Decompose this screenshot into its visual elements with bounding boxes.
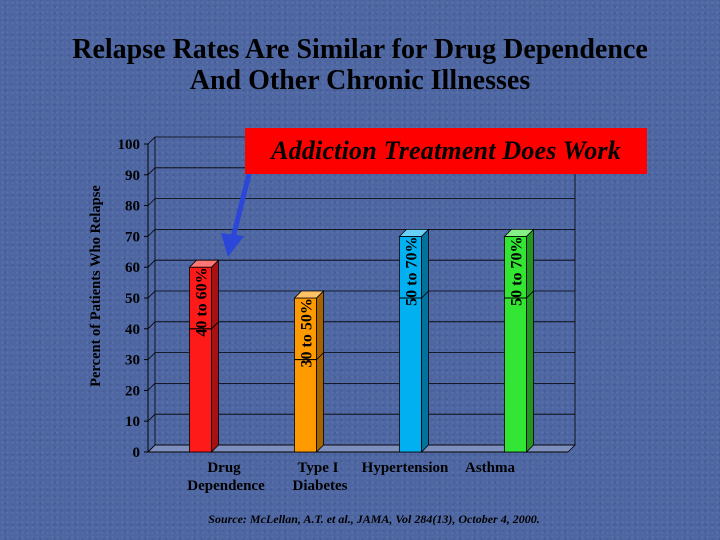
bar-range-side: [421, 228, 429, 299]
x-category-label: Drug: [207, 460, 241, 476]
gridline: [147, 290, 575, 299]
y-tick-label: 30: [125, 353, 140, 369]
slide-title: Relapse Rates Are Similar for Drug Depen…: [0, 34, 720, 96]
slide-title-line2: And Other Chronic Illnesses: [189, 65, 531, 96]
bar-range-label: 40 to 60%: [194, 267, 211, 336]
bar-range-side: [526, 228, 534, 299]
gridline: [147, 413, 575, 422]
y-tick-label: 90: [125, 168, 140, 184]
y-axis-label: Percent of Patients Who Relapse: [88, 185, 104, 387]
callout-text: Addiction Treatment Does Work: [271, 136, 621, 165]
gridline: [147, 352, 575, 360]
bar-top: [503, 228, 535, 237]
bar-range-label: 50 to 70%: [404, 237, 421, 306]
bar-range-side: [211, 259, 219, 330]
bar-3: 50 to 70%: [398, 228, 430, 453]
x-category-label: Hypertension: [362, 460, 449, 476]
bar-stem: [189, 328, 212, 453]
x-category-label: Asthma: [465, 460, 516, 476]
callout-box: Addiction Treatment Does Work: [245, 128, 647, 174]
bar-stem-side: [211, 320, 219, 453]
bar-1: 40 to 60%: [188, 259, 220, 453]
y-tick-label: 100: [118, 137, 141, 153]
source-citation: Source: McLellan, A.T. et al., JAMA, Vol…: [208, 512, 540, 526]
bar-top: [398, 228, 430, 237]
y-tick-label: 20: [125, 383, 140, 399]
gridline: [147, 382, 575, 391]
x-category-label-line2: Dependence: [187, 478, 265, 494]
bar-range-side: [316, 290, 324, 361]
bar-4: 50 to 70%: [503, 228, 535, 453]
callout-arrow: [221, 169, 253, 257]
gridline: [147, 228, 575, 237]
y-tick-label: 60: [125, 260, 140, 276]
gridline: [147, 259, 575, 268]
bar-stem-side: [316, 351, 324, 453]
bar-stem-side: [526, 290, 534, 453]
x-category-label: Type I: [298, 460, 339, 476]
bar-range-label: 50 to 70%: [509, 237, 526, 306]
bar-stem: [399, 297, 422, 453]
y-tick-label: 50: [125, 291, 140, 307]
gridline: [147, 198, 575, 206]
bar-top: [188, 259, 220, 268]
slide-title-line1: Relapse Rates Are Similar for Drug Depen…: [72, 34, 648, 65]
y-tick-label: 70: [125, 229, 140, 245]
bar-stem-side: [421, 290, 429, 453]
gridline: [147, 321, 575, 330]
bar-2: 30 to 50%: [293, 290, 325, 453]
x-category-label-line2: Diabetes: [293, 478, 348, 494]
bar-stem: [504, 297, 527, 453]
y-tick-label: 10: [125, 414, 140, 430]
gridline: [147, 444, 575, 453]
y-tick-label: 80: [125, 199, 140, 215]
y-tick-label: 40: [125, 322, 140, 338]
bar-stem: [294, 359, 317, 453]
bar-range-label: 30 to 50%: [299, 298, 316, 367]
bar-top: [293, 290, 325, 299]
y-tick-label: 0: [133, 445, 141, 461]
